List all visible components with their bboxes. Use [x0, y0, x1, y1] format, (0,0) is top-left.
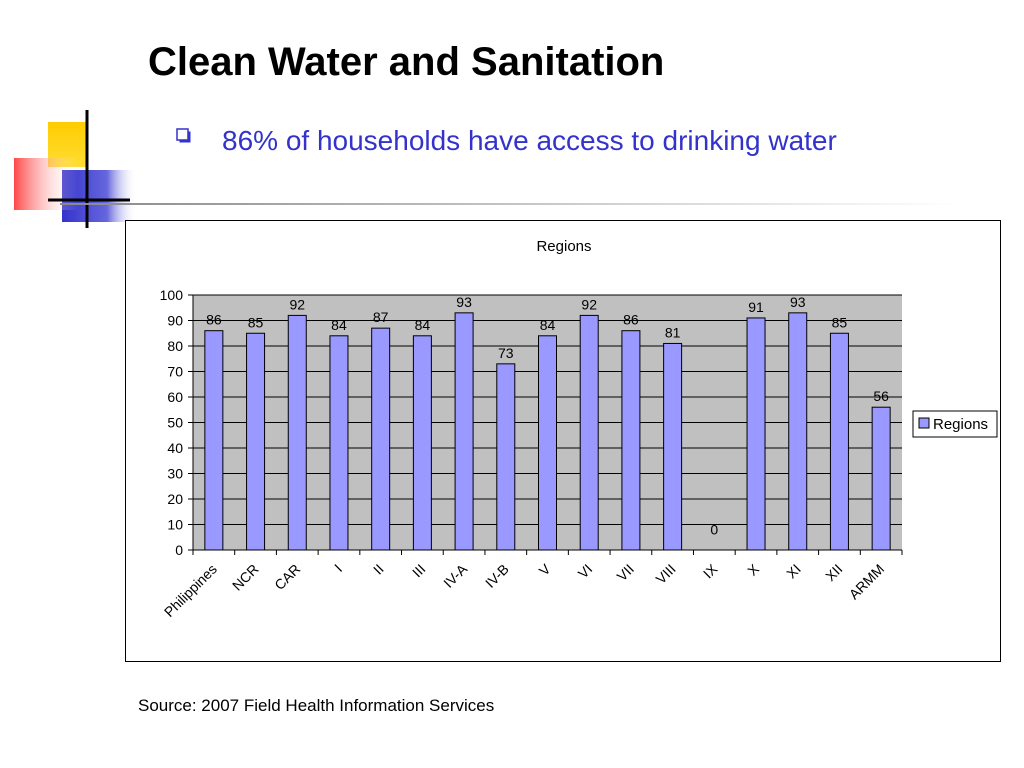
bar — [454, 312, 474, 551]
data-label: 84 — [415, 317, 431, 333]
bar — [663, 342, 683, 551]
data-label: 93 — [790, 294, 806, 310]
data-label: 85 — [248, 314, 264, 330]
legend-label: Regions — [933, 416, 988, 433]
data-label: 91 — [748, 299, 764, 315]
source-note: Source: 2007 Field Health Information Se… — [138, 696, 495, 715]
bullet-text: 86% of households have access to drinkin… — [222, 125, 837, 156]
x-tick-label: X — [744, 560, 762, 578]
x-tick-label: II — [370, 561, 387, 578]
bar — [788, 312, 808, 551]
x-tick-label: XII — [822, 561, 845, 584]
x-tick-label: IX — [700, 560, 721, 581]
y-tick-label: 80 — [167, 338, 183, 354]
data-label: 0 — [710, 522, 718, 538]
y-tick-label: 90 — [167, 313, 183, 329]
data-label: 92 — [289, 296, 305, 312]
x-tick-label: XI — [783, 561, 804, 582]
bar — [329, 335, 349, 551]
bar-chart: Regions 0 10 20 30 40 50 60 70 80 90 100 86 Philippin… — [160, 238, 998, 620]
x-tick-label: IV-B — [482, 561, 512, 591]
x-tick-label: CAR — [271, 561, 303, 593]
y-tick-label: 70 — [167, 364, 183, 380]
x-tick-label: V — [536, 560, 554, 578]
decorative-squares — [14, 110, 137, 228]
data-label: 92 — [581, 296, 597, 312]
data-label: 86 — [206, 312, 222, 328]
x-tick-label: VII — [614, 561, 637, 584]
y-tick-label: 50 — [167, 415, 183, 431]
y-tick-label: 20 — [167, 491, 183, 507]
data-label: 73 — [498, 345, 514, 361]
legend-swatch — [918, 417, 930, 429]
x-tick-label: Philippines — [161, 561, 220, 620]
decorative-corner-graphic — [0, 100, 140, 240]
bar — [287, 314, 307, 551]
bar — [746, 317, 766, 551]
bar — [621, 330, 641, 551]
y-tick-label: 100 — [160, 287, 184, 303]
data-label: 87 — [373, 309, 389, 325]
bar — [829, 332, 849, 551]
slide-title: Clean Water and Sanitation — [148, 40, 665, 84]
data-label: 56 — [873, 388, 889, 404]
x-tick-label: NCR — [229, 561, 262, 594]
x-tick-label: VI — [575, 561, 596, 582]
data-label: 84 — [331, 317, 347, 333]
y-tick-label: 10 — [167, 517, 183, 533]
bar — [204, 330, 224, 551]
data-label: 84 — [540, 317, 556, 333]
y-tick-label: 40 — [167, 440, 183, 456]
y-tick-label: 0 — [175, 542, 183, 558]
data-label: 85 — [832, 314, 848, 330]
x-tick-label: I — [331, 561, 345, 575]
x-tick-label: VIII — [653, 561, 679, 587]
x-tick-label: IV-A — [440, 560, 470, 590]
data-label: 86 — [623, 312, 639, 328]
y-tick-label: 60 — [167, 389, 183, 405]
bar — [412, 335, 432, 551]
chart-title: Regions — [536, 238, 591, 255]
x-tick-label: III — [409, 561, 429, 581]
x-tick-label: ARMM — [846, 561, 888, 603]
bar — [579, 314, 599, 551]
data-label: 81 — [665, 324, 681, 340]
header-divider — [60, 203, 960, 205]
checkbox-bullet-icon — [176, 128, 191, 143]
data-label: 93 — [456, 294, 472, 310]
bar — [538, 335, 557, 551]
bar — [371, 327, 391, 551]
bar — [246, 332, 266, 551]
bar — [496, 363, 516, 551]
y-tick-label: 30 — [167, 466, 183, 482]
bar — [871, 406, 891, 551]
chart-container: Regions 0 10 20 30 40 50 60 70 80 90 100 86 Philippin… — [125, 220, 1001, 662]
